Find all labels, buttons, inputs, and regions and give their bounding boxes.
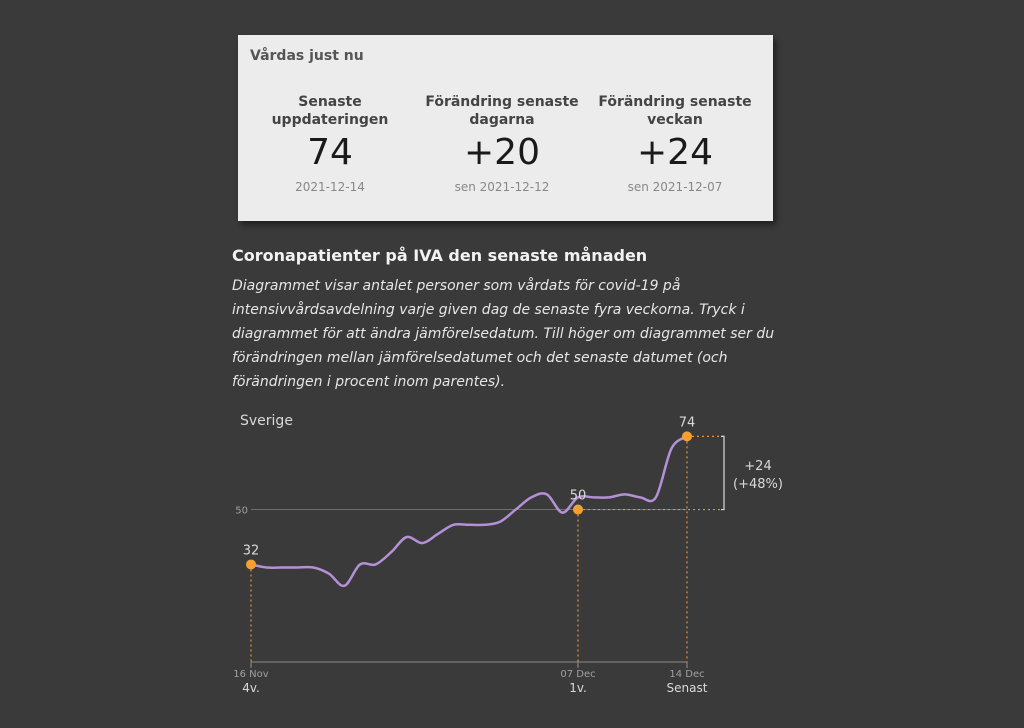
point-value-label: 32 [243, 543, 260, 558]
point-value-label: 50 [570, 489, 587, 504]
card-title: Vårdas just nu [250, 48, 364, 64]
stat-week-change-label: Förändring senaste veckan [598, 94, 752, 128]
stat-latest-label: Senaste uppdateringen [271, 94, 389, 128]
x-tick-label: 16 Nov [233, 669, 269, 680]
stat-days-change-label: Förändring senaste dagarna [425, 94, 579, 128]
summary-card: Vårdas just nu Senaste uppdateringen 74 … [238, 35, 773, 221]
x-tick-label: 14 Dec [669, 669, 704, 680]
stat-latest: Senaste uppdateringen 74 2021-12-14 [245, 93, 415, 194]
x-tick-sublabel: Senast [667, 681, 708, 695]
chart-description: Diagrammet visar antalet personer som vå… [232, 278, 775, 390]
point-value-label: 74 [679, 415, 696, 430]
stat-week-change-value: +24 [637, 132, 713, 173]
series-line [249, 435, 689, 588]
stat-latest-date: 2021-12-14 [295, 180, 365, 194]
highlight-point [246, 559, 256, 570]
region-label: Sverige [240, 413, 293, 429]
change-bracket [721, 435, 725, 511]
stat-days-change-date: sen 2021-12-12 [454, 180, 550, 194]
section-title: Coronapatienter på IVA den senaste månad… [232, 246, 648, 265]
x-tick-label: 07 Dec [560, 669, 595, 680]
stat-days-change-value: +20 [464, 132, 540, 173]
x-tick-sublabel: 4v. [242, 681, 260, 695]
stat-latest-value: 74 [307, 132, 353, 173]
change-percent: (+48%) [733, 477, 783, 492]
stat-week-change-date: sen 2021-12-07 [627, 180, 723, 194]
y-tick-label: 50 [235, 506, 248, 517]
stat-days-change: Förändring senaste dagarna +20 sen 2021-… [417, 93, 587, 194]
x-tick-sublabel: 1v. [569, 681, 587, 695]
stat-week-change: Förändring senaste veckan +24 sen 2021-1… [590, 93, 760, 194]
change-value: +24 [744, 459, 771, 474]
